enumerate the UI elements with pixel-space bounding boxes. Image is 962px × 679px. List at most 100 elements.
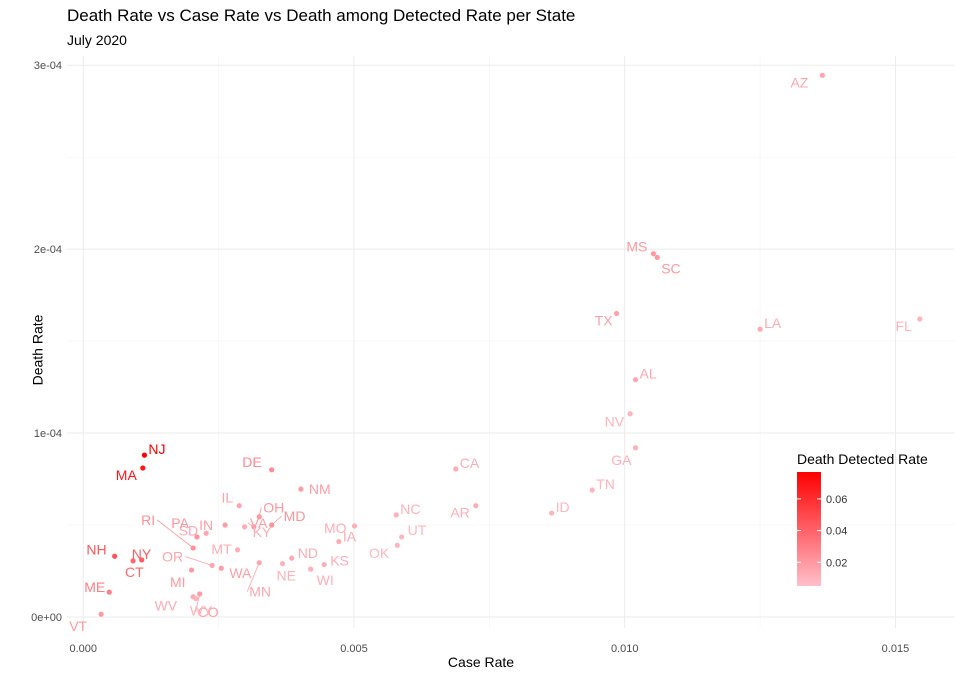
- y-tick-label: 2e-04: [34, 244, 62, 256]
- color-legend: 0.02 0.04 0.06: [797, 472, 847, 586]
- data-label: WV: [155, 598, 178, 614]
- major-gridlines: [67, 56, 955, 628]
- data-label: OH: [263, 500, 284, 516]
- data-label: IL: [221, 490, 233, 506]
- data-point: [141, 452, 148, 458]
- data-label: UT: [408, 522, 427, 538]
- label-leader-line: [184, 556, 213, 566]
- data-label: ND: [298, 545, 318, 561]
- data-label: MO: [324, 520, 347, 536]
- y-tick-label: 3e-04: [34, 60, 62, 72]
- data-label: MS: [626, 239, 647, 255]
- data-label: CA: [460, 455, 480, 471]
- data-label: CT: [125, 564, 144, 580]
- data-point: [139, 557, 145, 563]
- data-label: AL: [640, 366, 657, 382]
- data-point: [251, 524, 257, 530]
- x-axis-label: Case Rate: [447, 654, 515, 670]
- x-tick-label: 0.010: [611, 643, 639, 655]
- data-label: AZ: [790, 74, 808, 90]
- data-label: MT: [211, 541, 232, 557]
- data-label: NV: [605, 414, 625, 430]
- data-point: [453, 466, 459, 472]
- data-label: GA: [611, 452, 632, 468]
- legend-color-bar: [797, 472, 821, 586]
- data-point: [98, 611, 104, 617]
- data-point: [917, 316, 923, 322]
- data-label: SD: [179, 522, 198, 538]
- data-label: WA: [229, 565, 252, 581]
- data-point: [188, 567, 195, 573]
- data-label: NH: [86, 541, 106, 557]
- data-label: KY: [253, 524, 272, 540]
- data-point: [190, 545, 196, 551]
- data-point: [193, 595, 199, 602]
- data-point: [589, 487, 595, 493]
- legend-title: Death Detected Rate: [797, 451, 928, 467]
- data-point: [203, 530, 209, 536]
- data-point: [757, 326, 763, 332]
- data-label: LA: [764, 315, 782, 331]
- data-point: [130, 558, 136, 564]
- data-point: [627, 411, 633, 417]
- data-point: [197, 591, 203, 597]
- data-point: [298, 486, 304, 492]
- data-label: VA: [250, 515, 268, 531]
- data-point: [650, 251, 657, 257]
- data-label: MA: [116, 467, 138, 483]
- data-point: [269, 467, 275, 473]
- data-point: [654, 254, 660, 260]
- data-point: [289, 555, 295, 561]
- data-label: IN: [199, 517, 213, 533]
- data-point: [549, 510, 555, 516]
- data-label: OR: [162, 548, 183, 564]
- data-point: [393, 512, 399, 518]
- data-point: [140, 465, 146, 471]
- x-axis-ticks: 0.000 0.005 0.010 0.015: [69, 643, 909, 655]
- data-label: IA: [343, 529, 357, 545]
- data-label: VT: [69, 618, 87, 634]
- data-label: MD: [284, 508, 306, 524]
- data-point: [399, 534, 405, 540]
- label-leader-line: [195, 593, 201, 613]
- data-point: [218, 565, 224, 571]
- data-point: [256, 560, 262, 566]
- data-point: [112, 553, 118, 559]
- data-label: CO: [198, 604, 219, 620]
- x-tick-label: 0.015: [882, 643, 910, 655]
- data-labels: AZ MS SC TX LA FL AL NV GA NJ MA DE CA OH NM TN IL AR VA NC…: [69, 74, 912, 634]
- data-point: [613, 310, 620, 317]
- data-point: [222, 522, 228, 528]
- data-label: NY: [132, 546, 152, 562]
- data-label: OK: [369, 545, 390, 561]
- data-point: [236, 503, 242, 509]
- data-label: PA: [171, 515, 189, 531]
- data-point: [632, 377, 639, 383]
- data-label: KS: [330, 553, 349, 569]
- data-label: WY: [190, 603, 213, 619]
- data-label: FL: [895, 318, 912, 334]
- y-tick-label: 0e+00: [31, 612, 62, 624]
- legend-tick-label: 0.04: [826, 526, 847, 538]
- data-point: [321, 561, 327, 568]
- chart-subtitle: July 2020: [67, 32, 127, 48]
- data-label: MI: [170, 574, 186, 590]
- data-points: [98, 72, 923, 617]
- data-label: MN: [249, 584, 271, 600]
- data-label: RI: [141, 512, 155, 528]
- label-leader-line: [156, 519, 194, 549]
- data-point: [819, 72, 825, 78]
- data-label: NC: [400, 501, 420, 517]
- data-point: [632, 445, 639, 451]
- x-tick-label: 0.000: [69, 643, 97, 655]
- data-point: [351, 523, 358, 529]
- legend-tick-label: 0.06: [826, 494, 847, 506]
- data-point: [308, 566, 314, 572]
- data-point: [234, 547, 241, 553]
- data-label: NM: [309, 481, 331, 497]
- data-label: ID: [556, 499, 570, 515]
- chart-title: Death Rate vs Case Rate vs Death among D…: [67, 6, 576, 25]
- y-axis-ticks: 0e+00 1e-04 2e-04 3e-04: [31, 60, 62, 624]
- data-point: [106, 589, 112, 595]
